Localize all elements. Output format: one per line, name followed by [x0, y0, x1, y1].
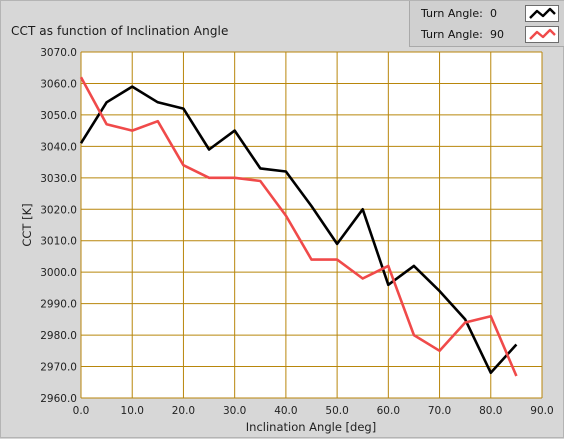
grid-lines [80, 51, 543, 399]
legend-value: 0 [490, 7, 497, 20]
series-line-turn-angle-90 [79, 76, 518, 377]
legend-item-turn-angle-90: Turn Angle: 90 [410, 24, 564, 46]
y-tick-label: 2990.0 [40, 299, 77, 311]
tick-labels: 0.0 10.0 20.0 30.0 40.0 50.0 60.0 70.0 80.0 90.0 2… [40, 47, 553, 417]
legend: Turn Angle: 0 Turn Angle: 90 [409, 1, 564, 47]
series-line-turn-angle-0 [79, 85, 518, 375]
y-tick-label: 3000.0 [40, 267, 77, 279]
y-tick-label: 3020.0 [40, 204, 77, 216]
legend-label: Turn Angle: [421, 7, 483, 20]
x-tick-label: 40.0 [274, 405, 297, 417]
y-tick-label: 3060.0 [40, 78, 77, 90]
x-tick-label: 10.0 [121, 405, 144, 417]
x-axis-label: Inclination Angle [deg] [246, 420, 376, 434]
legend-item-turn-angle-0: Turn Angle: 0 [410, 3, 564, 25]
y-axis-label: CCT [K] [20, 203, 34, 246]
legend-swatch-icon[interactable] [525, 5, 559, 22]
x-tick-label: 60.0 [377, 405, 400, 417]
y-tick-label: 3050.0 [40, 110, 77, 122]
y-tick-label: 3070.0 [40, 47, 77, 59]
x-tick-label: 70.0 [428, 405, 451, 417]
data-series [79, 76, 518, 377]
y-tick-label: 2980.0 [40, 330, 77, 342]
legend-swatch-icon[interactable] [525, 26, 559, 43]
x-tick-label: 0.0 [73, 405, 90, 417]
x-tick-label: 30.0 [223, 405, 246, 417]
legend-line-0 [529, 7, 556, 19]
y-tick-label: 2970.0 [40, 362, 77, 374]
legend-value: 90 [490, 28, 504, 41]
x-tick-label: 20.0 [172, 405, 195, 417]
y-tick-label: 3010.0 [40, 236, 77, 248]
chart-title: CCT as function of Inclination Angle [11, 24, 229, 38]
x-tick-label: 90.0 [530, 405, 553, 417]
y-tick-label: 3040.0 [40, 141, 77, 153]
y-tick-label: 2960.0 [40, 393, 77, 405]
x-tick-label: 50.0 [325, 405, 348, 417]
legend-line-1 [529, 28, 556, 40]
legend-label: Turn Angle: [421, 28, 483, 41]
plot-area[interactable] [81, 52, 542, 398]
x-tick-label: 80.0 [479, 405, 502, 417]
y-tick-label: 3030.0 [40, 173, 77, 185]
